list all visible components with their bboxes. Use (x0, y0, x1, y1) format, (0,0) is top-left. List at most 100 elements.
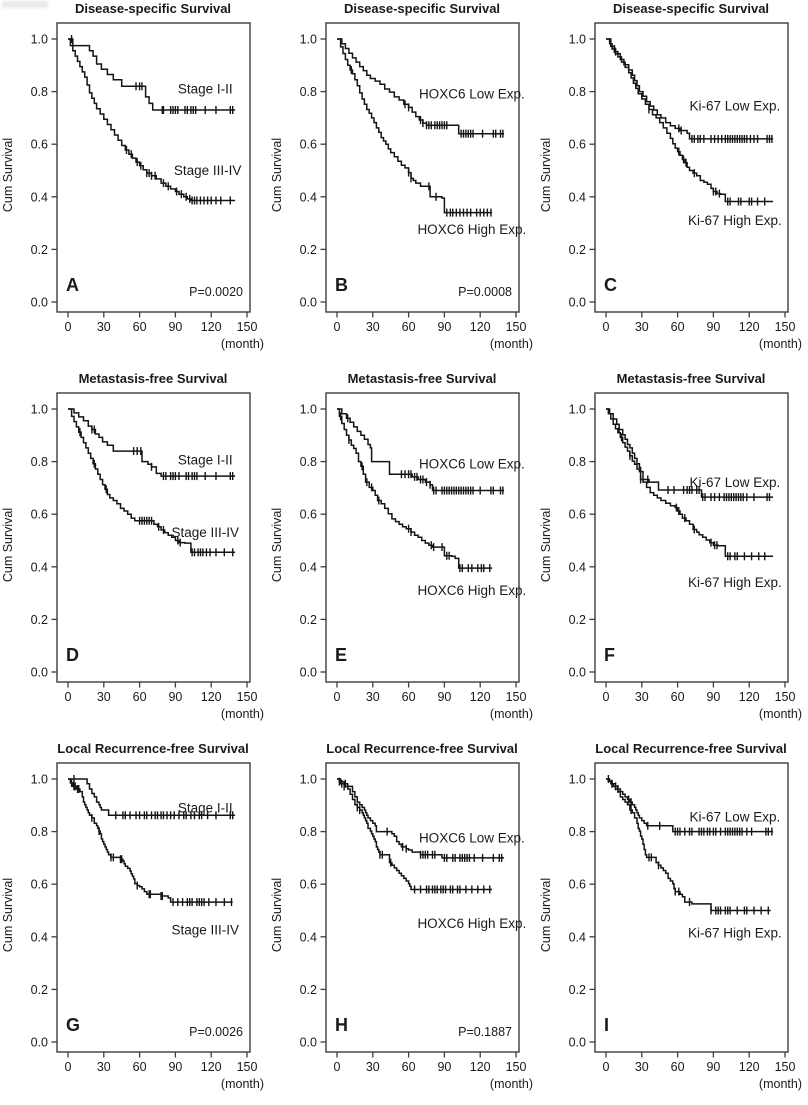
x-tick-label: 0 (334, 320, 341, 334)
panel-G-svg: Local Recurrence-free Survival 1.0 0.8 0.6 0… (1, 741, 264, 1091)
panel-D-svg: Metastasis-free Survival 1.0 0.8 0.6 0.4 0.2 0… (1, 371, 264, 721)
x-tick-label: 60 (133, 320, 147, 334)
km-curve-hoxc6-high-exp (337, 778, 493, 891)
panel-H: Local Recurrence-free Survival 1.0 0.8 0.6 0… (269, 735, 538, 1105)
y-tick-label: 0.2 (31, 983, 48, 997)
panel-letter: C (604, 275, 617, 295)
series-label-hoxc6-low-exp: HOXC6 Low Exp. (419, 87, 525, 102)
x-tick-label: 30 (635, 320, 649, 334)
km-curve-hoxc6-high-exp (337, 408, 493, 569)
series-label-hoxc6-high-exp: HOXC6 High Exp. (417, 916, 526, 931)
x-axis-unit-label: (month) (221, 337, 264, 351)
x-tick-label: 60 (402, 690, 416, 704)
x-tick-label: 60 (671, 320, 685, 334)
x-tick-label: 150 (506, 1060, 527, 1074)
y-tick-label: 0.4 (31, 560, 48, 574)
series-label-stage-iii-iv: Stage III-IV (174, 163, 242, 178)
km-curve-ki-67-low-exp (606, 408, 774, 498)
x-tick-label: 120 (201, 1060, 222, 1074)
y-tick-label: 0.2 (31, 613, 48, 627)
y-tick-label: 1.0 (31, 403, 48, 417)
series-label-stage-i-ii: Stage I-II (178, 800, 233, 815)
x-tick-label: 150 (775, 1060, 796, 1074)
y-axis-label: Cum Survival (1, 138, 15, 212)
y-axis-label: Cum Survival (270, 878, 284, 952)
km-curve-ki-67-low-exp (606, 38, 774, 140)
x-axis-unit-label: (month) (759, 337, 802, 351)
x-tick-label: 60 (133, 1060, 147, 1074)
p-value-label: P=0.1887 (458, 1025, 512, 1039)
series-label-stage-i-ii: Stage I-II (178, 453, 233, 468)
plot-frame (325, 762, 520, 1053)
y-tick-label: 0.2 (300, 243, 317, 257)
y-tick-label: 1.0 (300, 773, 317, 787)
x-tick-label: 0 (65, 690, 72, 704)
y-tick-label: 0.4 (300, 930, 317, 944)
y-tick-label: 0.0 (31, 1036, 48, 1050)
plot-frame (594, 762, 789, 1053)
x-tick-label: 60 (402, 1060, 416, 1074)
y-tick-label: 0.4 (300, 560, 317, 574)
series-label-stage-iii-iv: Stage III-IV (171, 923, 239, 938)
panel-letter: F (604, 645, 615, 665)
panel-E-svg: Metastasis-free Survival 1.0 0.8 0.6 0.4 0.2 0… (270, 371, 533, 721)
y-tick-label: 0.4 (300, 190, 317, 204)
y-tick-label: 0.8 (300, 825, 317, 839)
x-tick-label: 150 (775, 320, 796, 334)
panel-title: Local Recurrence-free Survival (57, 741, 248, 756)
series-label-ki-67-low-exp: Ki-67 Low Exp. (689, 99, 780, 114)
y-tick-label: 0.8 (569, 825, 586, 839)
plot-frame (594, 392, 789, 683)
y-tick-label: 0.0 (31, 666, 48, 680)
x-tick-label: 0 (603, 320, 610, 334)
y-tick-label: 0.0 (569, 1036, 586, 1050)
y-tick-label: 0.8 (31, 455, 48, 469)
series-label-ki-67-high-exp: Ki-67 High Exp. (688, 575, 782, 590)
km-curve-ki-67-high-exp (606, 778, 771, 912)
panel-title: Local Recurrence-free Survival (326, 741, 517, 756)
panel-letter: I (604, 1015, 609, 1035)
y-tick-label: 0.6 (300, 878, 317, 892)
y-axis-label: Cum Survival (270, 138, 284, 212)
x-tick-label: 0 (334, 690, 341, 704)
x-tick-label: 120 (201, 690, 222, 704)
y-tick-label: 0.4 (569, 190, 586, 204)
series-label-ki-67-high-exp: Ki-67 High Exp. (688, 213, 782, 228)
plot-frame (56, 762, 251, 1053)
x-tick-label: 90 (437, 690, 451, 704)
panel-I: Local Recurrence-free Survival 1.0 0.8 0.6 0… (538, 735, 808, 1105)
y-tick-label: 0.0 (569, 666, 586, 680)
x-tick-label: 90 (706, 1060, 720, 1074)
plot-frame (594, 22, 789, 313)
x-tick-label: 120 (470, 1060, 491, 1074)
x-tick-label: 90 (168, 1060, 182, 1074)
x-tick-label: 30 (366, 690, 380, 704)
panel-D: Metastasis-free Survival 1.0 0.8 0.6 0.4 0.2 0… (0, 365, 269, 735)
x-tick-label: 30 (97, 690, 111, 704)
x-tick-label: 0 (603, 690, 610, 704)
y-tick-label: 0.6 (569, 878, 586, 892)
x-tick-label: 30 (366, 320, 380, 334)
x-tick-label: 0 (65, 320, 72, 334)
x-tick-label: 0 (334, 1060, 341, 1074)
y-tick-label: 0.4 (31, 190, 48, 204)
panel-letter: G (66, 1015, 80, 1035)
y-tick-label: 0.2 (300, 983, 317, 997)
x-axis-unit-label: (month) (221, 707, 264, 721)
panel-letter: D (66, 645, 79, 665)
x-tick-label: 150 (237, 1060, 258, 1074)
x-tick-label: 0 (603, 1060, 610, 1074)
series-label-ki-67-low-exp: Ki-67 Low Exp. (689, 475, 780, 490)
panel-letter: H (335, 1015, 348, 1035)
y-tick-label: 0.8 (569, 85, 586, 99)
panel-title: Metastasis-free Survival (617, 371, 766, 386)
plot-frame (325, 392, 520, 683)
x-tick-label: 120 (470, 320, 491, 334)
y-tick-label: 1.0 (569, 773, 586, 787)
y-tick-label: 0.2 (569, 243, 586, 257)
x-axis-unit-label: (month) (490, 337, 533, 351)
panel-H-svg: Local Recurrence-free Survival 1.0 0.8 0.6 0… (270, 741, 533, 1091)
km-curve-hoxc6-high-exp (337, 38, 493, 214)
x-tick-label: 90 (437, 320, 451, 334)
